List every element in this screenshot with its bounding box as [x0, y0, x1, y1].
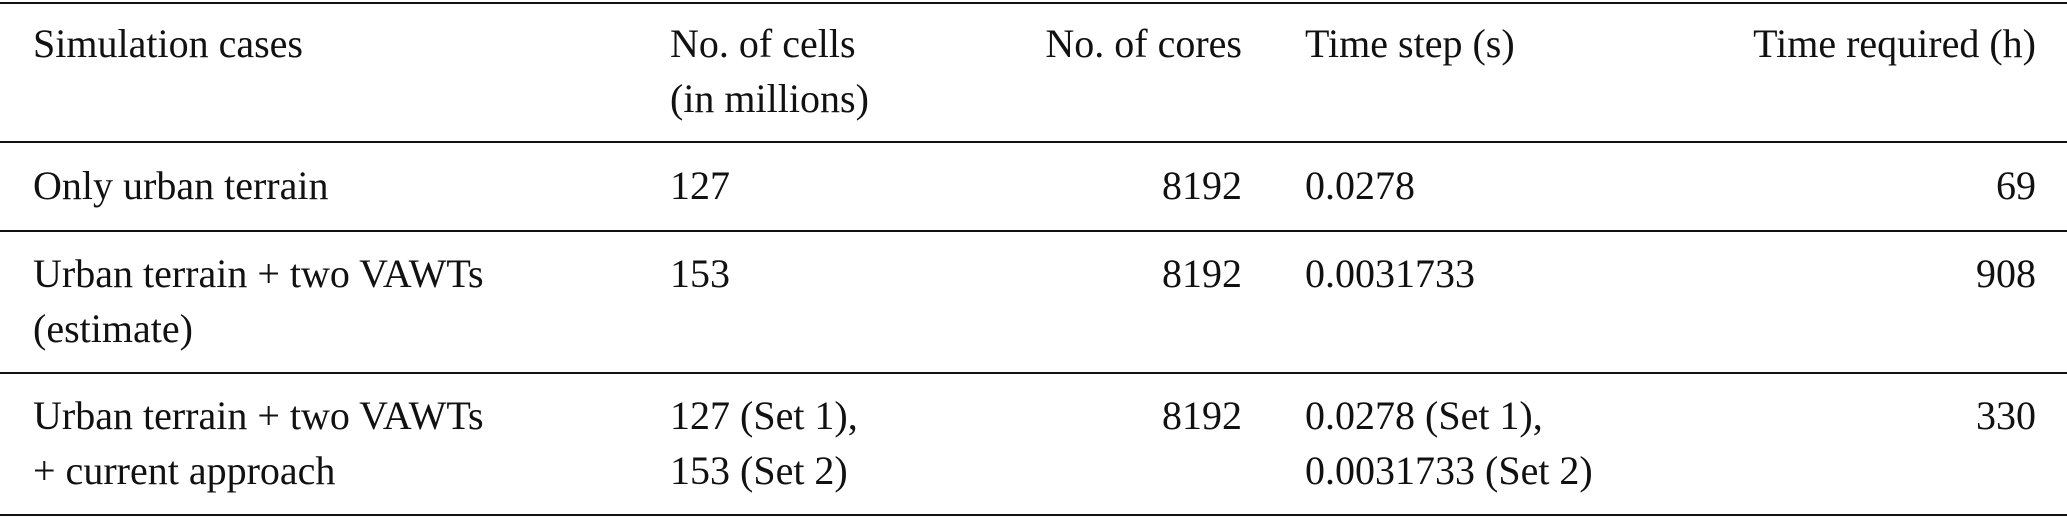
- body-cell: Urban terrain + two VAWTs + current appro…: [33, 388, 484, 498]
- cell-line: 0.0278 (Set 1),: [1305, 393, 1543, 438]
- body-cell: Only urban terrain: [33, 163, 329, 208]
- cell-line: Urban terrain + two VAWTs: [33, 251, 484, 296]
- cell-line: + current approach: [33, 448, 336, 493]
- cell-line: 0.0031733 (Set 2): [1305, 448, 1593, 493]
- body-cell: 0.0278: [1305, 163, 1415, 208]
- header-cell: Simulation cases: [33, 21, 303, 66]
- header-cell: No. of cells (in millions): [670, 16, 869, 126]
- top-rule: [0, 2, 2067, 4]
- body-cell: 8192: [1162, 163, 1242, 208]
- body-cell: 69: [1996, 163, 2036, 208]
- cell-line: 153 (Set 2): [670, 448, 848, 493]
- body-cell: 908: [1976, 251, 2036, 296]
- cell-line: (estimate): [33, 306, 193, 351]
- header-cell: Time required (h): [1753, 21, 2036, 66]
- body-cell: 153: [670, 251, 730, 296]
- header-cell: No. of cores: [1045, 21, 1242, 66]
- cell-line: 127 (Set 1),: [670, 393, 858, 438]
- body-cell: 8192: [1162, 251, 1242, 296]
- cell-line: No. of cells: [670, 21, 856, 66]
- header-cell: Time step (s): [1305, 21, 1515, 66]
- body-cell: 127: [670, 163, 730, 208]
- cell-line: Urban terrain + two VAWTs: [33, 393, 484, 438]
- row-rule: [0, 372, 2067, 374]
- body-cell: 127 (Set 1), 153 (Set 2): [670, 388, 858, 498]
- row-rule: [0, 230, 2067, 232]
- cell-line: (in millions): [670, 76, 869, 121]
- body-cell: 0.0278 (Set 1), 0.0031733 (Set 2): [1305, 388, 1593, 498]
- body-cell: 330: [1976, 393, 2036, 438]
- header-rule: [0, 141, 2067, 143]
- body-cell: Urban terrain + two VAWTs (estimate): [33, 246, 484, 356]
- body-cell: 8192: [1162, 393, 1242, 438]
- body-cell: 0.0031733: [1305, 251, 1475, 296]
- bottom-rule: [0, 514, 2067, 516]
